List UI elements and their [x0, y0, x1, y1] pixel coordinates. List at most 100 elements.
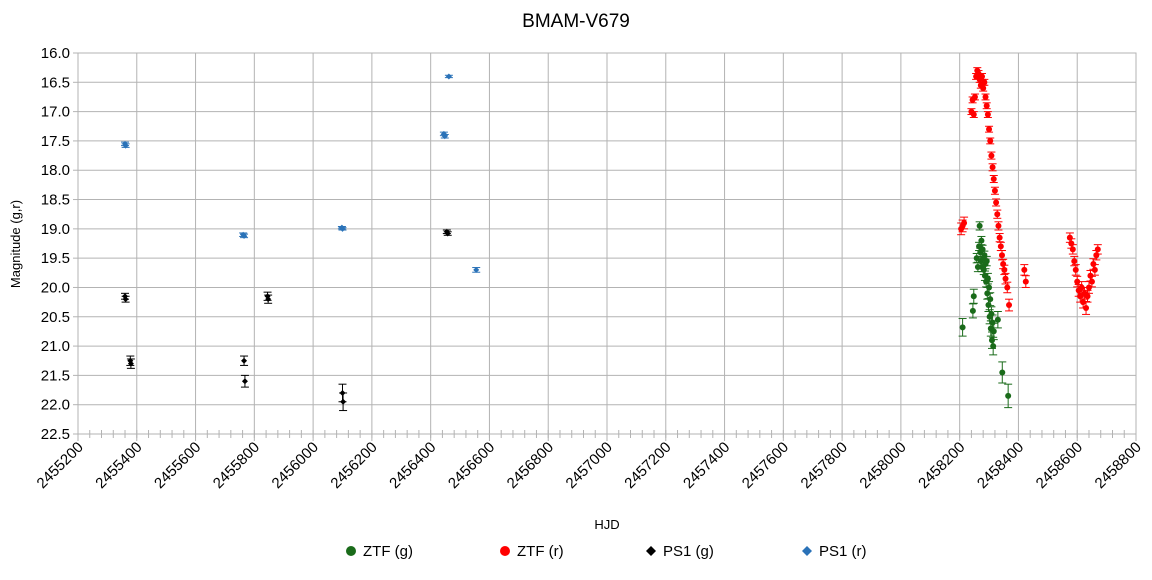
x-tick-label: 2455200 [34, 439, 87, 492]
data-point [1088, 278, 1095, 285]
data-point [984, 111, 991, 118]
data-point [980, 85, 987, 92]
y-tick-label: 18.0 [41, 162, 70, 179]
data-point [971, 93, 978, 100]
x-tick-labels: 2455200 2455400 2455600 2455800 2456000 24562… [34, 439, 1145, 492]
x-tick-label: 2458200 [915, 439, 968, 492]
data-point [339, 225, 346, 232]
x-tick-label: 2456400 [386, 439, 439, 492]
data-point [1001, 266, 1008, 273]
data-point [1005, 392, 1012, 399]
data-point [241, 357, 248, 364]
data-point [1083, 304, 1090, 311]
legend-marker [500, 546, 510, 556]
legend-marker [646, 546, 656, 556]
chart-title: BMAM-V679 [522, 11, 630, 32]
data-point [127, 360, 134, 367]
data-point [989, 319, 996, 326]
y-tick-label: 21.0 [41, 338, 70, 355]
data-point [994, 316, 1001, 323]
data-point [1022, 278, 1029, 285]
y-tick-label: 20.0 [41, 279, 70, 296]
y-tick-label: 19.5 [41, 250, 70, 267]
x-tick-label: 2456800 [504, 439, 557, 492]
y-tick-label: 19.0 [41, 221, 70, 238]
y-tick-label: 18.5 [41, 192, 70, 209]
data-point [1090, 261, 1097, 268]
x-tick-label: 2455400 [92, 439, 145, 492]
legend: ZTF (g) ZTF (r) PS1 (g) PS1 (r) [346, 543, 867, 560]
data-point [340, 398, 347, 405]
data-point [970, 111, 977, 118]
data-point [265, 296, 272, 303]
data-point [1004, 284, 1011, 291]
x-tick-label: 2457000 [563, 439, 616, 492]
x-tick-label: 2457600 [739, 439, 792, 492]
data-point [999, 369, 1006, 376]
axis-ticks [73, 52, 1137, 441]
data-point [978, 237, 985, 244]
data-point [1000, 261, 1007, 268]
data-point [1071, 258, 1078, 265]
data-point [1085, 284, 1092, 291]
data-point [986, 126, 993, 133]
data-point [969, 307, 976, 314]
legend-label: PS1 (r) [819, 543, 867, 560]
data-point [1094, 246, 1101, 253]
data-series [121, 67, 1102, 412]
y-tick-label: 22.0 [41, 397, 70, 414]
data-point [1093, 252, 1100, 259]
data-point [1074, 278, 1081, 285]
x-tick-label: 2458800 [1092, 439, 1145, 492]
y-tick-label: 20.5 [41, 309, 70, 326]
y-tick-labels: 16.0 16.5 17.0 17.5 18.0 18.5 19.0 19.5 20.0 20.5… [41, 45, 70, 443]
data-point [1066, 234, 1073, 241]
data-point [990, 343, 997, 350]
x-tick-label: 2458000 [856, 439, 909, 492]
data-point [1072, 266, 1079, 273]
legend-item: ZTF (g) [346, 543, 413, 560]
legend-item: ZTF (r) [500, 543, 564, 560]
data-point [997, 243, 1004, 250]
data-point [445, 73, 452, 80]
data-point [987, 137, 994, 144]
x-tick-label: 2458400 [974, 439, 1027, 492]
data-point [1069, 246, 1076, 253]
y-tick-label: 17.0 [41, 104, 70, 121]
legend-marker [802, 546, 812, 556]
series-ztf-r [957, 67, 1102, 315]
data-point [991, 187, 998, 194]
y-tick-label: 16.5 [41, 74, 70, 91]
data-point [970, 293, 977, 300]
data-point [988, 152, 995, 159]
y-axis-label: Magnitude (g,r) [8, 200, 23, 288]
x-tick-label: 2456600 [445, 439, 498, 492]
data-point [987, 296, 994, 303]
y-tick-label: 16.0 [41, 45, 70, 62]
data-point [996, 234, 1003, 241]
data-point [473, 266, 480, 273]
data-point [986, 284, 993, 291]
data-point [444, 230, 451, 237]
x-tick-label: 2455800 [210, 439, 263, 492]
series-ztf-g [958, 221, 1013, 409]
data-point [998, 252, 1005, 259]
data-point [990, 328, 997, 335]
series-ps1-r [121, 73, 481, 273]
legend-label: PS1 (g) [663, 543, 714, 560]
gridlines [77, 52, 1137, 435]
data-point [994, 211, 1001, 218]
y-tick-label: 17.5 [41, 133, 70, 150]
data-point [982, 93, 989, 100]
x-tick-label: 2457400 [680, 439, 733, 492]
data-point [1084, 293, 1091, 300]
data-point [122, 296, 129, 303]
data-point [981, 79, 988, 86]
x-tick-label: 2458600 [1033, 439, 1086, 492]
series-ps1-g [121, 228, 452, 412]
data-point [1080, 299, 1087, 306]
data-point [993, 199, 1000, 206]
legend-label: ZTF (g) [363, 543, 413, 560]
data-point [1068, 240, 1075, 247]
